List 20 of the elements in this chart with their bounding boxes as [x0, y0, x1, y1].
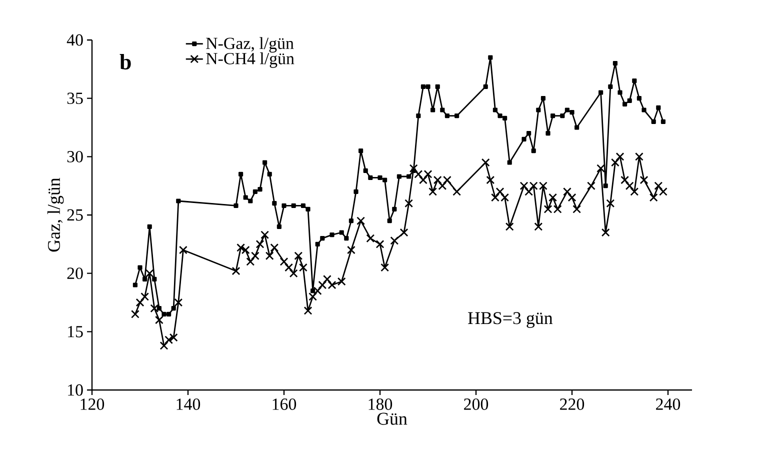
x-axis-title: Gün [377, 412, 408, 425]
x-tick-label: 120 [80, 398, 104, 410]
y-axis-title: Gaz, l/gün [47, 178, 64, 252]
legend-label: N-CH4 l/gün [206, 52, 294, 68]
x-tick-label: 240 [656, 398, 680, 410]
y-tick-label: 25 [67, 209, 83, 221]
y-tick-label: 35 [67, 92, 83, 104]
x-tick-label: 140 [176, 398, 200, 410]
x-tick-label: 220 [560, 398, 584, 410]
y-tick-label: 10 [68, 384, 83, 396]
y-tick-label: 20 [67, 268, 83, 280]
y-tick-label: 40 [66, 34, 83, 46]
x-tick-label: 160 [272, 398, 296, 410]
legend-label: N-Gaz, l/gün [206, 37, 294, 53]
y-tick-label: 30 [67, 150, 83, 162]
x-tick-label: 180 [368, 398, 392, 410]
x-tick-label: 200 [464, 398, 488, 410]
annotation: b [120, 54, 131, 70]
annotation: HBS=3 gün [468, 312, 553, 328]
y-tick-label: 15 [68, 326, 83, 338]
